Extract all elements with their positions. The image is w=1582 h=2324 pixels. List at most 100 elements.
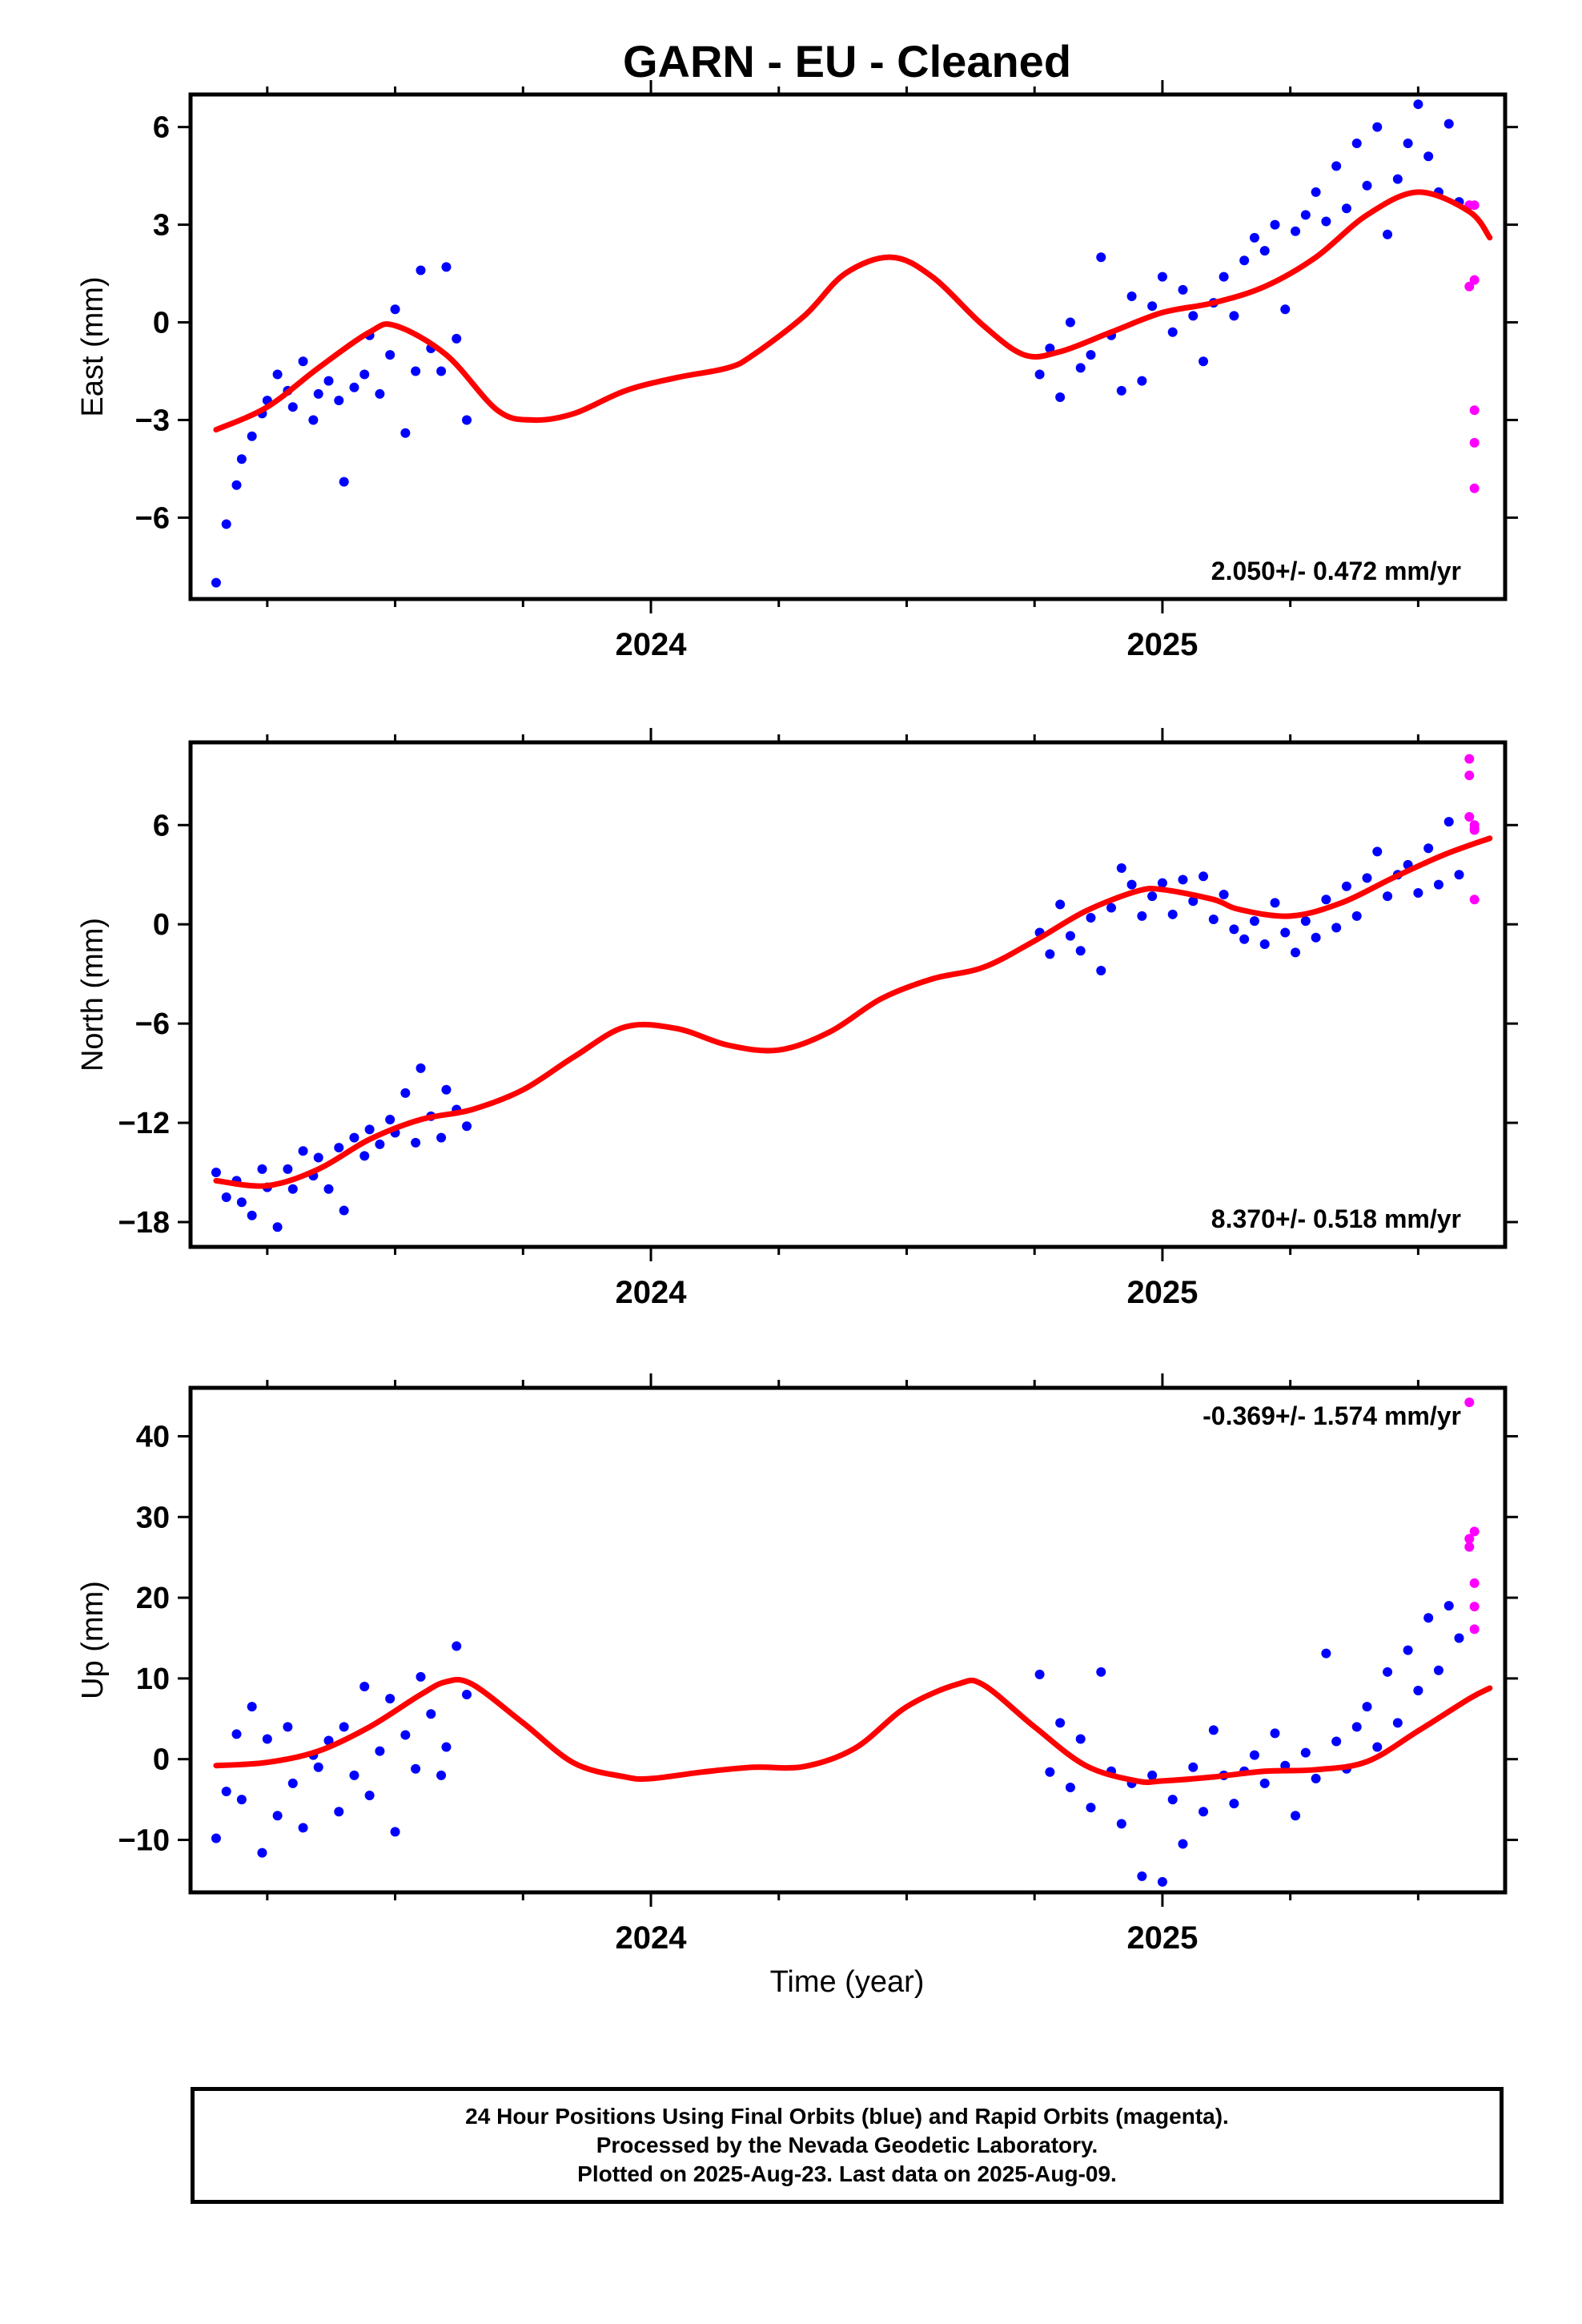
final-orbit-point — [1280, 927, 1291, 938]
y-axis-label-up: Up (mm) — [76, 1581, 110, 1699]
final-orbit-point — [375, 388, 385, 399]
final-orbit-point — [1178, 284, 1188, 295]
rapid-orbit-point — [1469, 405, 1480, 416]
final-orbit-point — [349, 1132, 359, 1143]
final-orbit-point — [1403, 138, 1413, 148]
marks-east — [211, 99, 1493, 588]
final-orbit-point — [334, 396, 344, 406]
final-orbit-point — [1034, 1669, 1045, 1679]
final-orbit-point — [1137, 1871, 1147, 1881]
final-orbit-point — [1351, 1722, 1362, 1732]
final-orbit-point — [1311, 1773, 1321, 1783]
model-curve-north — [213, 835, 1493, 1189]
x-tick-label: 2024 — [616, 1920, 688, 1956]
final-orbit-point — [272, 369, 283, 380]
final-orbit-point — [349, 1770, 359, 1780]
final-orbit-point — [287, 1184, 298, 1194]
final-orbit-point — [236, 1795, 247, 1805]
final-orbit-point — [1372, 122, 1383, 132]
final-orbit-point — [375, 1139, 385, 1149]
final-orbit-point — [462, 1121, 472, 1132]
plot-frame-north — [188, 740, 1508, 1249]
y-tick-label: −10 — [118, 1823, 170, 1857]
final-orbit-point — [1086, 350, 1096, 360]
final-orbit-point — [1137, 376, 1147, 386]
rapid-orbit-point — [1464, 281, 1475, 292]
rapid-orbit-point — [1469, 1526, 1480, 1537]
final-orbit-point — [1178, 1839, 1188, 1849]
final-orbit-point — [1291, 947, 1301, 958]
rate-label-east: 2.050+/- 0.472 mm/yr — [1211, 557, 1461, 585]
final-orbit-point — [1392, 174, 1403, 184]
final-orbit-point — [385, 1694, 396, 1704]
final-orbit-point — [426, 1709, 436, 1719]
final-orbit-point — [339, 1722, 349, 1732]
final-orbit-point — [1219, 890, 1229, 900]
final-orbit-point — [1086, 1803, 1096, 1813]
y-tick-label: −3 — [135, 404, 170, 437]
y-tick-label: 6 — [153, 111, 170, 145]
rapid-orbit-point — [1469, 1578, 1480, 1588]
y-tick-label: 0 — [153, 307, 170, 340]
final-orbit-point — [1270, 1728, 1280, 1739]
final-orbit-point — [1096, 1667, 1106, 1677]
final-orbit-point — [1259, 1778, 1270, 1788]
final-orbit-point — [308, 415, 319, 425]
final-orbit-point — [1311, 932, 1321, 943]
plot-frame-east — [188, 92, 1508, 601]
final-orbit-point — [1443, 817, 1454, 827]
final-orbit-point — [416, 265, 426, 275]
final-orbit-point — [1055, 1718, 1066, 1728]
final-orbit-point — [236, 454, 247, 464]
y-tick-label: 30 — [136, 1501, 170, 1534]
x-tick-label: 2025 — [1126, 1920, 1198, 1956]
final-orbit-point — [441, 262, 452, 272]
final-orbit-point — [1423, 843, 1434, 854]
final-orbit-point — [1167, 1795, 1178, 1805]
final-orbit-point — [1239, 255, 1250, 266]
rapid-orbit-point — [1469, 1624, 1480, 1634]
final-orbit-point — [1065, 1782, 1075, 1792]
final-orbit-point — [1249, 1750, 1259, 1760]
final-orbit-point — [287, 402, 298, 412]
final-orbit-point — [1096, 966, 1106, 976]
final-orbit-point — [221, 519, 231, 529]
final-orbit-point — [462, 415, 472, 425]
final-orbit-point — [1413, 99, 1423, 110]
final-orbit-point — [1208, 1725, 1219, 1735]
final-orbit-point — [1362, 1702, 1372, 1712]
final-orbit-point — [1403, 1645, 1413, 1655]
footer-line-dates: Plotted on 2025-Aug-23. Last data on 202… — [577, 2161, 1117, 2186]
final-orbit-point — [1055, 899, 1066, 910]
final-orbit-point — [390, 304, 400, 315]
final-orbit-point — [1321, 1648, 1331, 1659]
final-orbit-point — [411, 1137, 421, 1148]
panel-north: −18 −12 −6 0 6 2024 2025 North (mm) 8.370+/- 0.5… — [76, 728, 1518, 1310]
x-tick-label: 2024 — [616, 627, 688, 662]
final-orbit-point — [1291, 1811, 1301, 1821]
final-orbit-point — [436, 366, 447, 376]
final-orbit-point — [298, 356, 308, 367]
final-orbit-point — [375, 1746, 385, 1756]
final-orbit-point — [283, 1164, 293, 1174]
chart-title: GARN - EU - Cleaned — [623, 36, 1071, 86]
footer-line-orbits: 24 Hour Positions Using Final Orbits (bl… — [465, 2104, 1229, 2129]
final-orbit-point — [323, 1184, 334, 1194]
y-tick-label: 10 — [136, 1663, 170, 1696]
final-orbit-point — [1126, 292, 1137, 301]
y-tick-label: 0 — [153, 908, 170, 942]
final-orbit-point — [1300, 916, 1311, 927]
final-orbit-point — [1443, 119, 1454, 129]
final-orbit-point — [283, 1722, 293, 1732]
final-orbit-point — [1199, 1807, 1209, 1817]
x-tick-label: 2024 — [616, 1275, 688, 1310]
final-orbit-point — [385, 350, 396, 360]
final-orbit-point — [247, 1702, 257, 1712]
x-axis-label: Time (year) — [770, 1965, 925, 1999]
plot-frame-up — [188, 1385, 1508, 1895]
final-orbit-point — [1341, 203, 1351, 214]
final-orbit-point — [287, 1778, 298, 1788]
x-tick-label: 2025 — [1126, 1275, 1198, 1310]
final-orbit-point — [1362, 873, 1372, 883]
final-orbit-point — [1126, 879, 1137, 890]
